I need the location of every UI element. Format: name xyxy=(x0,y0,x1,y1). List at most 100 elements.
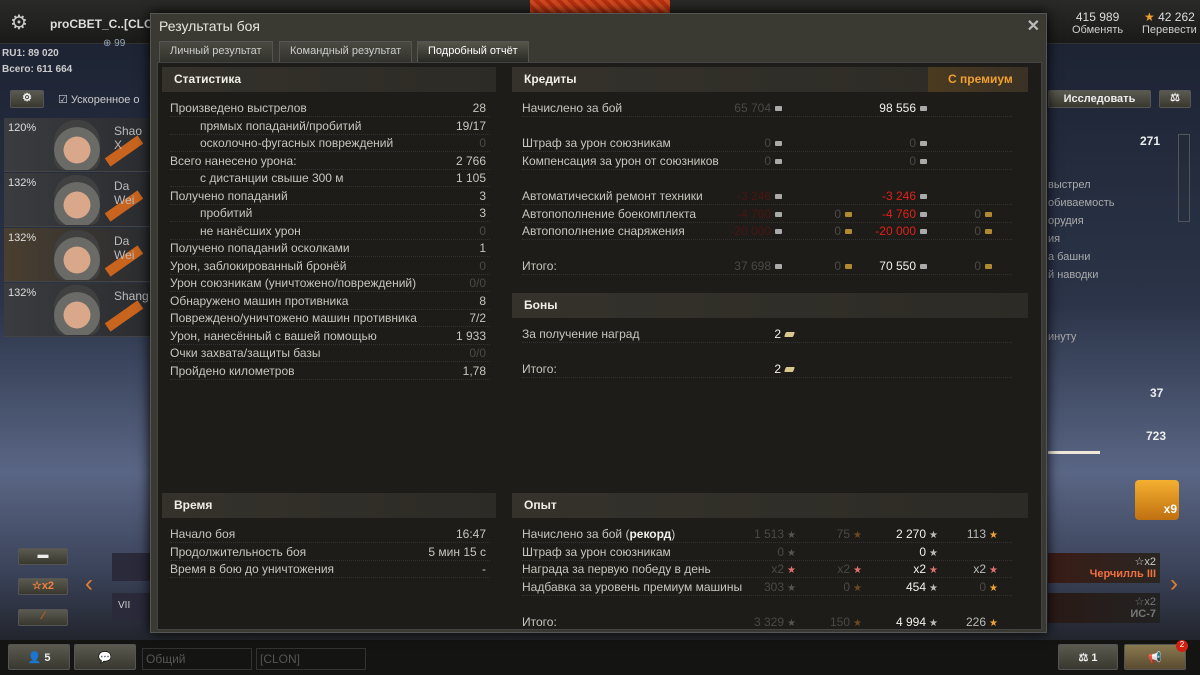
xp-amount: 0 xyxy=(979,580,987,594)
credit-value: -20 000 xyxy=(730,224,782,238)
credit-value: -4 760 xyxy=(882,207,927,221)
crew-ops-button[interactable]: ⚙ xyxy=(10,90,44,108)
credit-coin-icon xyxy=(775,229,782,235)
xp-row: Штраф за урон союзникам 0 ★ 0 ★ xyxy=(522,544,1012,561)
xp-label-text: Начислено за бой xyxy=(522,527,623,541)
compare-count: 1 xyxy=(1091,652,1098,664)
gold-coin-icon xyxy=(985,264,992,270)
xp-star-icon: ★ xyxy=(787,565,796,576)
stat-label: Урон, заблокированный бронёй xyxy=(170,258,347,273)
crew-skill: 120% xyxy=(8,122,37,134)
param-item: орудия xyxy=(1048,215,1084,227)
platoon-button[interactable]: 👤 5 xyxy=(8,644,70,670)
bond-amount: 2 xyxy=(774,362,781,376)
close-icon[interactable]: ✕ xyxy=(1026,18,1040,35)
vehicle-name: Черчилль III xyxy=(1089,568,1156,580)
credit-value: -3 246 xyxy=(737,189,782,203)
xp-label: Начислено за бой (рекорд) xyxy=(522,527,676,541)
scrollbar[interactable] xyxy=(1178,134,1190,222)
credits-value: 415 989 xyxy=(1075,10,1120,24)
stat-row: Обнаружено машин противника 8 xyxy=(170,293,490,310)
stat-label: Пройдено километров xyxy=(170,363,295,378)
credit-amount: 37 698 xyxy=(734,259,771,273)
stat-value: 0 xyxy=(479,223,486,238)
detailed-report: Статистика Произведено выстрелов 28 прямых… xyxy=(157,62,1042,631)
xp-value: 113 ★ xyxy=(967,527,998,541)
credit-amount: 98 556 xyxy=(879,101,916,115)
xp-bonus-filter[interactable]: ☆x2 xyxy=(18,578,68,595)
credit-amount: 70 550 xyxy=(879,259,916,273)
xp-amount: 0 xyxy=(919,545,927,559)
time-value: 16:47 xyxy=(455,527,486,541)
crew-member[interactable]: 120% Shao X xyxy=(4,118,150,172)
xp-star-icon: ★ xyxy=(929,583,938,594)
carousel-left-arrow[interactable]: ‹ xyxy=(85,570,93,597)
compare-icon[interactable]: ⚖ xyxy=(1159,90,1191,108)
credit-value: 37 698 xyxy=(734,259,782,273)
accelerated-training-checkbox[interactable]: ☑ Ускоренное о xyxy=(58,94,140,106)
compare-button[interactable]: ⚖ 1 xyxy=(1058,644,1118,670)
stat-label: с дистанции свыше 300 м xyxy=(200,171,344,185)
xp-label: Итого: xyxy=(522,615,557,629)
param-bar xyxy=(1048,451,1100,454)
bond-value: 2 xyxy=(774,362,795,376)
notifications-megaphone-icon[interactable]: 📢 xyxy=(1124,644,1186,670)
convert-link[interactable]: Перевести xyxy=(1142,24,1197,36)
credit-value: -3 246 xyxy=(882,189,927,203)
crew-member[interactable]: 132% Da Wei xyxy=(4,173,150,227)
gift-box-icon[interactable]: x9 xyxy=(1135,480,1179,520)
tab-personal[interactable]: Личный результат xyxy=(159,41,273,62)
xp-value: x2 ★ xyxy=(913,562,938,576)
vehicle-card[interactable]: ☆x2 Черчилль III xyxy=(1048,553,1160,583)
chat-channel-common[interactable]: Общий xyxy=(142,648,252,670)
battle-button[interactable] xyxy=(530,0,670,14)
crew-member[interactable]: 132% Shang xyxy=(4,283,150,337)
vehicle-tier[interactable]: VII xyxy=(112,593,152,621)
premium-filter-icon[interactable]: ⁄ xyxy=(18,609,68,626)
credit-amount: 0 xyxy=(764,136,771,150)
time-header: Время xyxy=(162,493,496,518)
bond-icon xyxy=(784,367,795,373)
xp-value: 0 ★ xyxy=(979,580,998,594)
credit-coin-icon xyxy=(775,264,782,270)
stat-row: пробитий 3 xyxy=(170,205,490,222)
xp-value: 454 ★ xyxy=(906,580,938,594)
crew-slot-icon[interactable] xyxy=(112,553,152,581)
carousel-right-arrow[interactable]: › xyxy=(1170,570,1178,597)
xp-label-text: Штраф за урон союзникам xyxy=(522,545,671,559)
exchange-link[interactable]: Обменять xyxy=(1072,24,1124,36)
xp-value: x2 ★ xyxy=(837,562,862,576)
bond-row: Итого: 2 xyxy=(522,361,1012,378)
credit-coin-icon xyxy=(920,159,927,165)
xp-header: Опыт xyxy=(512,493,1028,518)
player-name[interactable]: proCBET_C..[CLON] xyxy=(50,17,166,31)
stat-value: 1 xyxy=(479,241,486,255)
xp-label: Награда за первую победу в день xyxy=(522,562,711,576)
xp-star-icon: ★ xyxy=(787,583,796,594)
credits-display[interactable]: 415 989 Обменять xyxy=(1072,10,1123,36)
free-xp-star-icon: ★ xyxy=(853,583,862,594)
research-button[interactable]: Исследовать xyxy=(1048,90,1151,108)
free-xp-star-icon: ★ xyxy=(853,565,862,576)
crew-name: Da Wei xyxy=(114,179,135,207)
credit-amount: -4 760 xyxy=(736,207,771,221)
xp-amount: 0 xyxy=(777,545,785,559)
gift-count: x9 xyxy=(1163,502,1177,516)
tab-detailed[interactable]: Подробный отчёт xyxy=(417,41,529,62)
tank-filter-icon[interactable]: ▬ xyxy=(18,548,68,565)
chat-channel-clan[interactable]: [CLON] xyxy=(256,648,366,670)
stat-row: не нанёсших урон 0 xyxy=(170,223,490,240)
gold-display[interactable]: ★ 42 262 Перевести xyxy=(1142,10,1197,36)
xp-row: Итого: 3 329 ★ 150 ★ 4 994 ★ 226 ★ xyxy=(522,614,1012,631)
stat-label: Урон, нанесённый с вашей помощью xyxy=(170,328,377,343)
tab-team[interactable]: Командный результат xyxy=(279,41,413,62)
stat-value: 1 105 xyxy=(455,171,486,185)
chat-icon[interactable]: 💬 xyxy=(74,644,136,670)
xp-row: Надбавка за уровень премиум машины 303 ★ 0 ★… xyxy=(522,579,1012,596)
gold-coin-icon xyxy=(985,229,992,235)
crew-name: Shang xyxy=(114,289,149,303)
vehicle-card[interactable]: ☆x2 ИС-7 xyxy=(1048,593,1160,623)
credit-label: Итого: xyxy=(522,259,557,273)
settings-gear-icon[interactable]: ⚙ xyxy=(10,12,28,34)
crew-member[interactable]: 132% Da Wei xyxy=(4,228,150,282)
